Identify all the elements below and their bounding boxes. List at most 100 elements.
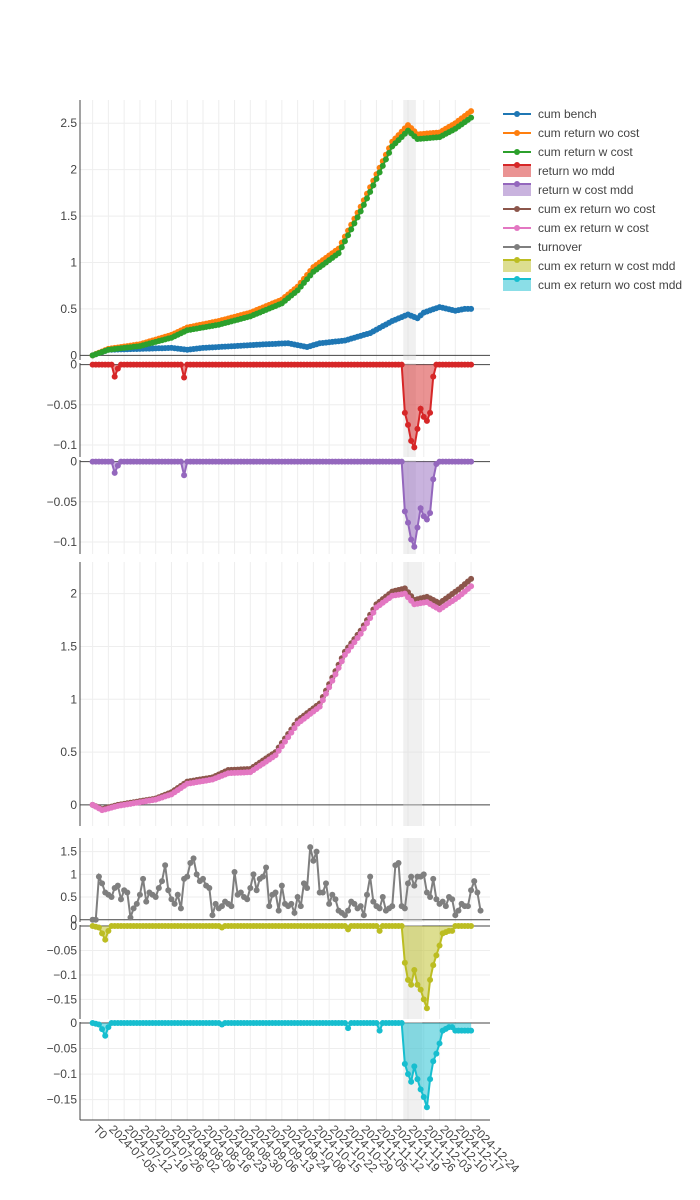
data-point [348,643,355,650]
data-point [323,690,329,697]
data-point [427,976,434,983]
data-point [468,922,475,929]
data-point [373,175,380,182]
data-point [319,889,326,896]
legend-label: cum ex return wo cost mdd [538,278,682,292]
panel-1: 0 0.5 1 1.5 2 2.5 [60,100,490,362]
data-point [313,848,320,855]
data-point [468,575,475,582]
data-point [430,1058,437,1065]
data-point [373,1020,380,1027]
data-point [341,1020,348,1027]
data-point [379,162,386,169]
legend-swatch [503,184,531,196]
data-point [285,734,292,741]
data-point [181,374,188,381]
data-point [360,201,367,208]
data-point [99,1026,106,1033]
data-point [389,903,396,910]
data-point [442,903,449,910]
legend-swatch [503,165,531,177]
data-point [423,1005,430,1012]
data-point [326,900,333,907]
legend-marker [514,162,520,168]
data-point [449,896,456,903]
data-point [401,905,408,912]
data-point [108,361,115,368]
data-point [414,524,421,531]
y-tick-label: 0 [70,455,77,469]
data-point [200,875,206,882]
data-point [357,208,364,215]
data-point [376,169,383,176]
data-point [408,873,415,880]
data-point [464,903,471,910]
y-tick-label: −0.15 [47,1093,78,1107]
y-tick-label: 0 [70,913,77,927]
data-point [417,1086,424,1093]
data-point [401,959,408,966]
data-point [332,896,339,903]
y-tick-label: 0.5 [60,745,77,759]
data-point [275,747,282,754]
data-point [367,873,374,880]
data-point [228,903,235,910]
data-point [468,361,475,368]
data-point [307,844,314,851]
data-point [291,725,298,732]
highlight-span [403,562,423,826]
data-point [244,896,251,903]
line-turnover [92,846,482,921]
data-point [452,912,459,919]
legend-item-return-wo-mdd: return wo mdd [503,162,615,178]
data-point [341,651,348,658]
data-point [152,894,159,901]
legend-item-cum-ex-return-wo-cost-mdd: cum ex return wo cost mdd [503,276,682,292]
data-point [99,880,106,887]
area-return-w-cost-mdd [92,461,472,547]
data-point [433,896,440,903]
data-point [420,871,427,878]
data-point [367,614,374,621]
data-point [291,909,298,916]
data-point [354,635,361,642]
legend: cum bench cum return wo cost cum return w … [503,107,682,292]
legend-marker [514,257,520,263]
data-point [174,891,181,898]
data-point [414,425,421,432]
data-point [433,952,440,959]
legend-item-cum-bench: cum bench [503,107,597,121]
data-point [360,625,367,632]
data-point [294,894,301,901]
y-tick-label: 1 [70,692,77,706]
legend-marker [514,111,520,117]
data-point [206,884,213,891]
series-return-wo-mdd [89,361,475,451]
data-point [367,188,374,195]
data-point [177,458,184,465]
y-tick-label: 2 [70,163,77,177]
data-point [430,875,437,882]
data-point [250,871,257,878]
data-point [231,869,238,876]
legend-swatch [503,279,531,291]
data-point [386,149,393,156]
panel-6: −0.15 −0.1 −0.05 0 [47,919,490,1019]
legend-item-cum-return-wo-cost: cum return wo cost [503,126,640,140]
data-point [105,927,112,934]
data-point [165,887,172,894]
data-point [114,882,121,889]
series-turnover [89,844,484,923]
data-point [405,1071,411,1078]
data-point [408,536,415,543]
data-point [468,305,475,312]
legend-marker [514,206,520,212]
data-point [300,880,307,887]
y-tick-label: 1 [70,256,77,270]
legend-item-return-w-cost-mdd: return w cost mdd [503,181,633,197]
legend-label: cum ex return wo cost [538,202,656,216]
y-tick-label: 1.5 [60,845,77,859]
data-point [263,864,270,871]
y-tick-label: 1.5 [60,209,77,223]
data-point [401,1060,408,1067]
